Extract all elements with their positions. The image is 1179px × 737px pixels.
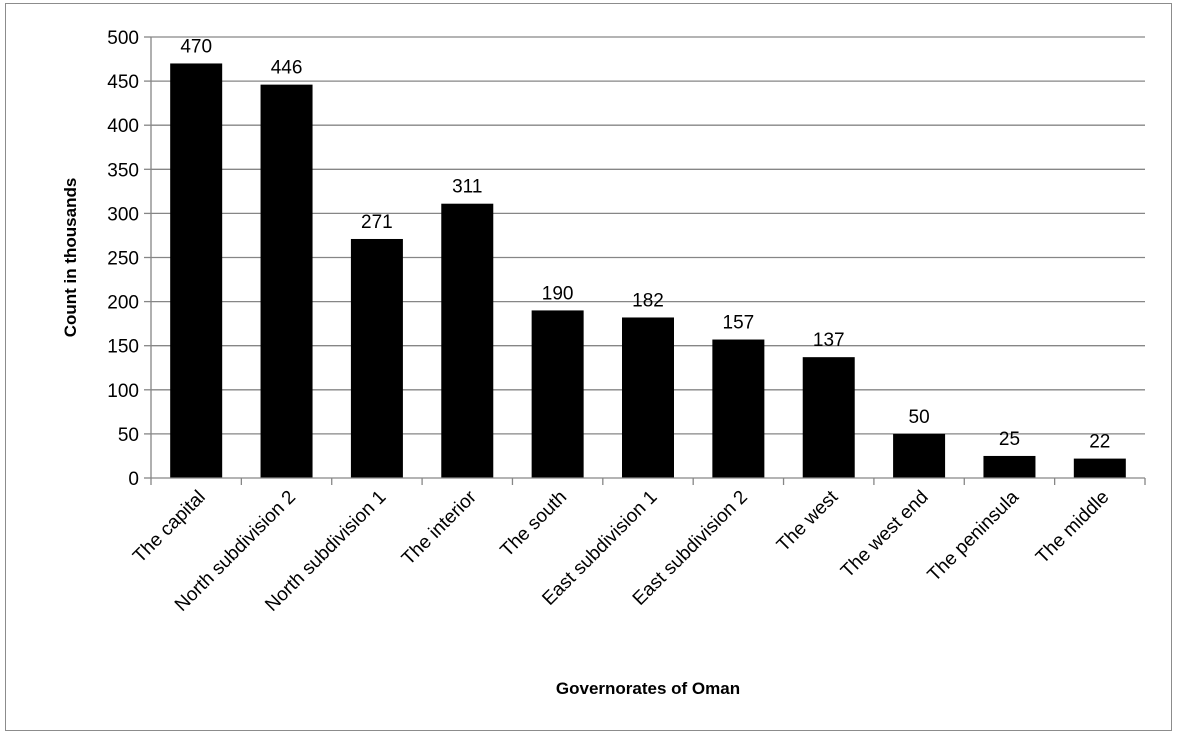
bar	[802, 357, 855, 478]
data-label: 470	[180, 36, 212, 57]
y-tick-label: 450	[107, 72, 139, 93]
bar	[712, 339, 765, 478]
bar	[170, 63, 223, 479]
y-tick-label: 0	[128, 469, 139, 490]
data-label: 182	[632, 290, 664, 311]
x-tick-label: The interior	[398, 486, 481, 569]
y-tick-label: 100	[107, 381, 139, 402]
bars	[170, 63, 1126, 479]
bar	[622, 317, 674, 478]
y-tick-label: 200	[107, 293, 139, 314]
x-axis-title: Governorates of Oman	[556, 679, 740, 698]
chart-frame: 0 50 100 150 200 250 300 350 400 450 500 The capit…	[5, 3, 1172, 731]
bar	[350, 238, 403, 478]
y-tick-label: 300	[107, 204, 139, 225]
data-label: 137	[813, 330, 845, 351]
axes	[144, 36, 1146, 485]
y-axis-title: Count in thousands	[61, 178, 80, 338]
x-tick-label: The capital	[129, 487, 210, 568]
x-tick-label: The middle	[1032, 487, 1113, 568]
y-tick-label: 500	[107, 28, 139, 49]
y-tick-label: 350	[107, 160, 139, 181]
data-label: 50	[909, 407, 930, 428]
bar-chart: 0 50 100 150 200 250 300 350 400 450 500 The capit…	[61, 28, 1146, 698]
x-tick-label: The peninsula	[924, 486, 1024, 586]
y-tick-labels: 0 50 100 150 200 250 300 350 400 450 500	[107, 28, 139, 490]
y-tick-label: 50	[118, 425, 139, 446]
x-tick-label: The west	[773, 486, 843, 556]
data-label: 25	[999, 429, 1020, 450]
bar	[260, 84, 313, 479]
data-label: 22	[1089, 432, 1110, 453]
data-label: 446	[271, 58, 303, 79]
data-label: 271	[361, 212, 393, 233]
bar	[1073, 458, 1126, 478]
data-label: 311	[452, 177, 482, 198]
bar	[441, 203, 494, 478]
x-tick-label: The west end	[837, 487, 933, 583]
bar	[983, 455, 1036, 478]
data-labels: 470 446 271 311 190 182 157 137 50 25 22	[180, 36, 1110, 452]
y-tick-label: 250	[107, 249, 139, 270]
bar	[531, 310, 584, 478]
data-label: 190	[542, 283, 574, 304]
x-tick-label: The south	[497, 487, 572, 562]
y-tick-label: 150	[107, 337, 139, 358]
data-label: 157	[723, 313, 755, 334]
gridlines	[151, 36, 1145, 435]
bar	[893, 433, 946, 478]
y-tick-label: 400	[107, 116, 139, 137]
